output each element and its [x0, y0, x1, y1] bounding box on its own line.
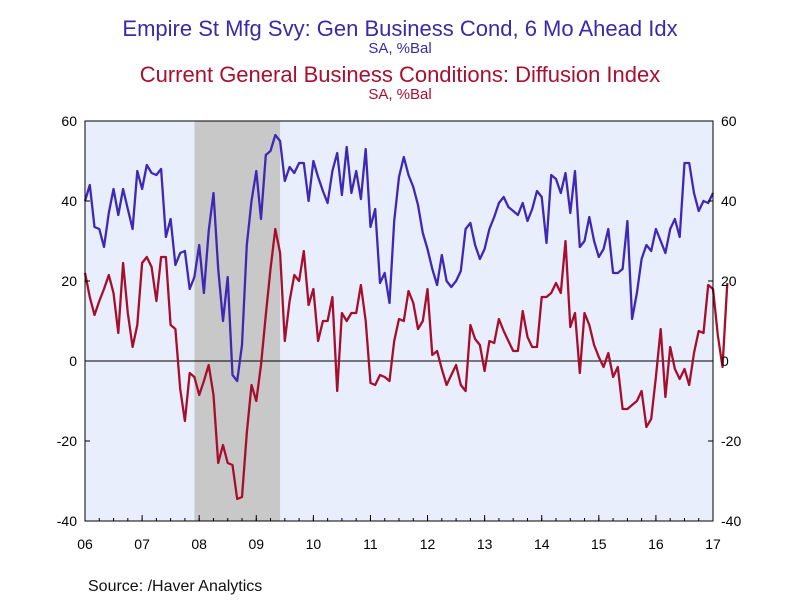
x-tick-label: 16: [648, 536, 664, 552]
y-tick-label-right: 60: [721, 113, 737, 129]
recession-band: [194, 121, 281, 521]
series-line-2: [83, 227, 729, 501]
y-tick-label-right: 0: [721, 353, 729, 369]
y-tick-label-right: -40: [721, 513, 741, 529]
x-tick-label: 10: [306, 536, 322, 552]
series-line-1: [83, 133, 715, 383]
x-tick-label: 14: [534, 536, 550, 552]
x-tick-label: 13: [477, 536, 493, 552]
x-tick-label: 15: [591, 536, 607, 552]
chart-subtitle-2: SA, %Bal: [368, 86, 432, 103]
x-tick-label: 17: [705, 536, 721, 552]
source-note: Source: /Haver Analytics: [88, 578, 263, 595]
x-tick-label: 12: [420, 536, 436, 552]
x-tick-label: 08: [191, 536, 207, 552]
x-tick-label: 07: [134, 536, 150, 552]
y-tick-label-right: -20: [721, 433, 741, 449]
y-tick-label-left: 20: [61, 273, 77, 289]
x-tick-label: 11: [363, 536, 378, 552]
y-tick-label-left: 40: [61, 193, 77, 209]
x-tick-label: 06: [77, 536, 93, 552]
x-tick-label: 09: [248, 536, 264, 552]
y-tick-label-left: -40: [57, 513, 77, 529]
y-tick-label-right: 40: [721, 193, 737, 209]
y-tick-label-left: 60: [61, 113, 77, 129]
chart-subtitle-1: SA, %Bal: [368, 40, 432, 57]
y-tick-label-left: -20: [57, 433, 77, 449]
y-tick-label-left: 0: [69, 353, 77, 369]
chart-title-1: Empire St Mfg Svy: Gen Business Cond, 6 …: [122, 16, 678, 41]
chart-title-2: Current General Business Conditions: Dif…: [139, 62, 661, 87]
y-tick-label-right: 20: [721, 273, 737, 289]
